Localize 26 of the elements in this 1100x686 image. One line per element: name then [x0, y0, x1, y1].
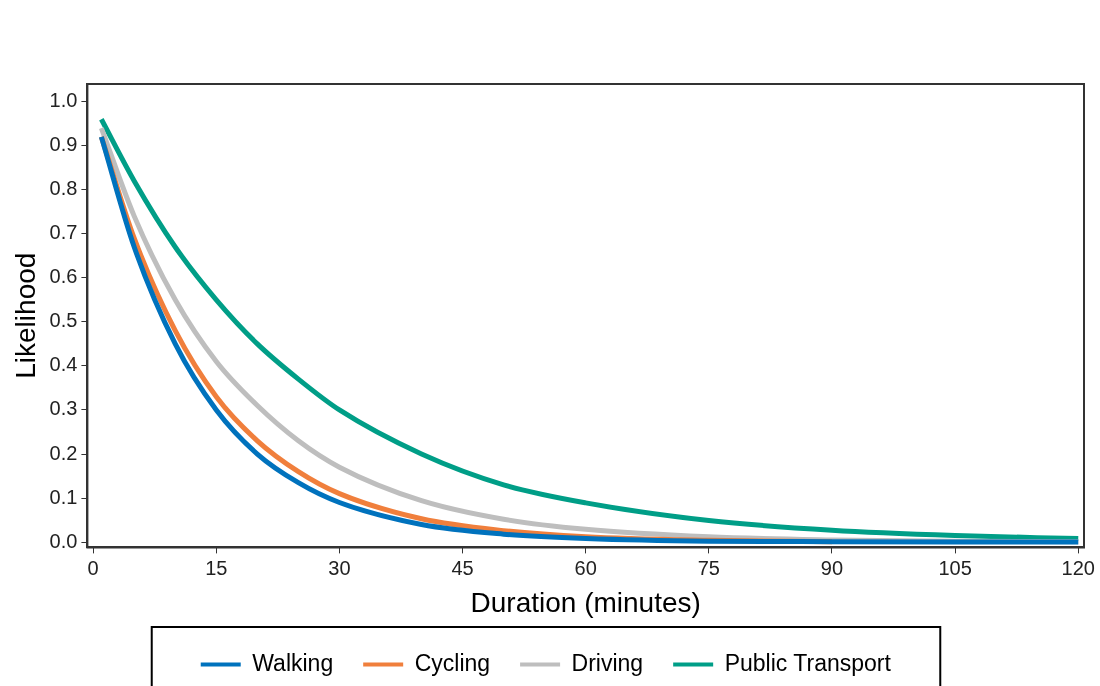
x-tick-label: 0 [87, 556, 99, 579]
x-tick-label: 90 [820, 556, 844, 579]
y-tick-label: 0.5 [49, 309, 78, 332]
y-tick-label: 1.0 [49, 89, 78, 112]
y-tick-label: 0.4 [49, 353, 78, 376]
x-tick-label: 105 [938, 556, 972, 579]
x-tick-label: 120 [1061, 556, 1095, 579]
y-tick-label: 0.9 [49, 133, 78, 156]
y-tick-label: 0.6 [49, 265, 78, 288]
legend-label: Public Transport [724, 649, 892, 676]
y-tick-label: 0.1 [49, 485, 78, 508]
x-tick-label: 75 [697, 556, 720, 579]
y-tick-label: 0.8 [49, 177, 78, 200]
legend-label: Walking [252, 649, 334, 676]
y-tick-label: 0.2 [49, 441, 78, 464]
x-tick-label: 45 [451, 556, 474, 579]
x-tick-label: 60 [574, 556, 597, 579]
y-tick-label: 0.7 [49, 221, 78, 244]
y-axis-title: Likelihood [9, 252, 41, 379]
y-tick-label: 0.0 [49, 529, 78, 552]
y-tick-label: 0.3 [49, 397, 78, 420]
legend-label: Driving [571, 649, 644, 676]
x-tick-label: 15 [205, 556, 228, 579]
legend-label: Cycling [414, 649, 491, 676]
x-tick-label: 30 [328, 556, 351, 579]
x-axis-title: Duration (minutes) [470, 586, 701, 618]
